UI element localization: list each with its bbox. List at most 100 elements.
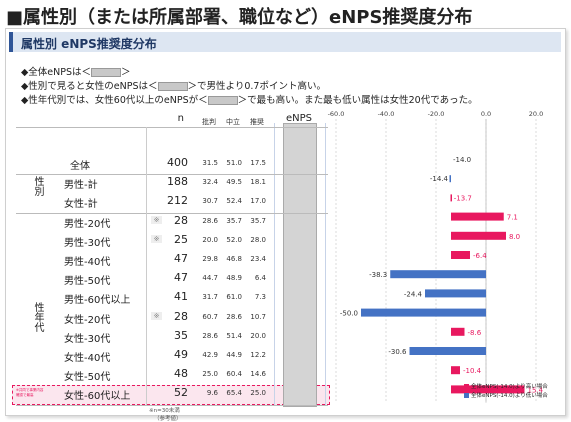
bar-value-label: -6.4 [473,252,487,260]
summary-note-3: ◆性年代別では、女性60代以上のeNPSが＜ ＞で最も高い。また最も低い属性は女性… [21,92,478,106]
bar [390,270,486,279]
row-hihan: 25.0 [202,370,218,379]
row-n: 47 [174,271,188,285]
card-header: 属性別 eNPS推奨度分布 [9,32,561,52]
row-n: 25 [174,232,188,246]
row-label: 全体 [70,161,90,172]
row-label: 男性-40代 [64,257,111,268]
x-tick-label: -60.0 [328,110,345,118]
group-age: 性年代 [30,301,43,337]
side-note: ※共同で事業内容確認で最高 [16,388,44,398]
row-n: 212 [167,194,188,208]
bar [451,327,465,336]
row-hihan: 30.7 [202,197,218,206]
header-suisho: 推奨 [250,118,264,126]
table-rule [16,174,328,176]
summary-note-2: ◆性別で見ると女性のeNPSは＜ ＞で男性より0.7ポイント高い。 [21,78,326,92]
bar-value-label: -13.7 [454,194,472,202]
table-rule [16,127,328,128]
bar [451,212,504,221]
row-suisho: 17.0 [250,197,266,206]
row-churitsu: 60.4 [226,370,242,379]
note-1-text: ◆全体eNPSは＜ [21,67,92,78]
header-n: n [177,113,184,124]
enps-bar-chart: -60.0 -40.0 -20.0 0.0 20.0 -14.0 -14.4 -13.7 7.1… [328,110,544,403]
bar [361,308,486,317]
table-col-divider [146,127,147,405]
masked-value [207,96,238,105]
row-hihan: 28.6 [202,331,218,340]
row-churitsu: 51.4 [226,331,242,340]
bar [425,289,486,298]
row-n: 28 [174,309,188,323]
row-suisho: 12.2 [250,351,266,359]
note-1-suffix: ＞ [121,67,131,78]
row-hihan: 44.7 [202,274,218,283]
bar-value-label: -10.4 [463,367,482,375]
row-hihan: 42.9 [202,351,218,359]
bar [451,385,525,394]
row-n: 49 [174,348,188,361]
row-hihan: 31.7 [202,293,218,302]
bar [449,175,451,183]
small-sample-mark: ※ [151,215,162,224]
row-label: 女性-計 [64,199,98,211]
row-n: 41 [174,290,188,304]
row-label: 女性-40代 [64,353,111,364]
bar-value-label: -30.6 [388,348,407,356]
table-rule [16,404,328,406]
bar [451,251,470,259]
group-gender-label: 性別 [32,176,43,197]
bar-value-label: -50.0 [340,310,358,318]
note-3-text: ◆性年代別では、女性60代以上のeNPSが＜ [21,95,208,106]
row-churitsu: 65.4 [226,389,242,398]
row-n: 47 [174,252,188,265]
header-accent-bar [9,32,13,52]
header-churitsu: 中立 [226,118,240,126]
bar-value-label: -24.4 [404,290,423,298]
table-rule [16,212,328,214]
row-label: 女性-60代以上 [64,391,131,403]
row-n: 400 [167,156,188,169]
bar [451,231,506,240]
row-churitsu: 28.6 [226,312,242,321]
row-churitsu: 48.9 [226,274,242,283]
row-n: 48 [174,367,188,381]
row-label: 男性-20代 [64,218,111,230]
row-suisho: 20.0 [250,331,266,340]
row-hihan: 29.8 [202,255,218,263]
row-label: 男性-30代 [64,237,111,249]
row-churitsu: 51.0 [226,159,242,167]
group-gender: 性別 [30,176,43,201]
row-suisho: 17.5 [250,159,266,167]
bar [451,366,460,375]
row-churitsu: 52.0 [226,235,242,244]
header-enps: eNPS [286,113,313,124]
small-sample-mark: ※ [151,311,162,320]
row-suisho: 18.1 [250,178,266,187]
chart-card: 属性別 eNPS推奨度分布 ◆全体eNPSは＜ ＞ ◆性別で見ると女性のeNPSは… [5,28,566,422]
summary-note-1: ◆全体eNPSは＜ ＞ [21,64,131,78]
row-suisho: 23.4 [250,255,266,263]
card-title: 属性別 eNPS推奨度分布 [21,37,157,51]
legend-swatch-lower [464,393,469,398]
row-suisho: 14.6 [250,370,266,379]
masked-value [91,68,122,77]
legend-lower: 全体eNPS(-14.0)より低い場合 [464,391,548,399]
bar-value-label: -8.6 [468,329,482,337]
x-tick-label: 20.0 [529,110,543,118]
row-suisho: 25.0 [250,389,266,398]
row-suisho: 28.0 [250,235,266,244]
note-2-text: ◆性別で見ると女性のeNPSは＜ [21,81,158,92]
group-age-label: 性年代 [32,301,43,332]
row-hihan: 9.6 [206,389,218,398]
row-hihan: 20.0 [202,235,218,244]
row-suisho: 10.7 [250,312,266,321]
row-label: 女性-30代 [64,333,111,345]
row-churitsu: 44.9 [226,351,242,359]
header-hihan: 批判 [202,118,216,126]
note-3-suffix: ＞で最も高い。また最も低い属性は女性20代であった。 [237,95,478,106]
row-churitsu: 61.0 [226,293,242,302]
footnote-line-2: （参考値） [154,415,182,422]
note-2-suffix: ＞で男性より0.7ポイント高い。 [187,81,326,92]
